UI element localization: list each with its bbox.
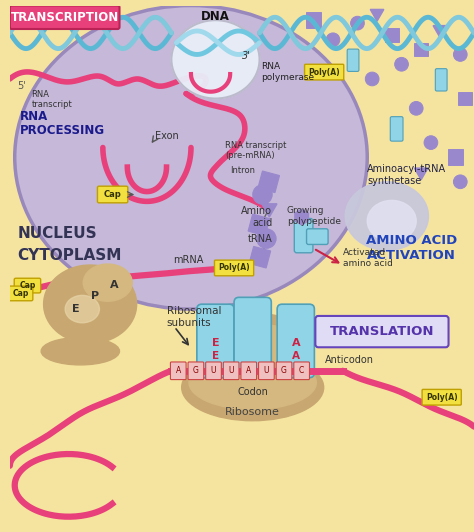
Text: A: A bbox=[292, 351, 300, 361]
Bar bbox=[306, 12, 321, 28]
FancyBboxPatch shape bbox=[307, 229, 328, 245]
Text: E: E bbox=[212, 351, 219, 361]
FancyBboxPatch shape bbox=[171, 362, 186, 380]
FancyBboxPatch shape bbox=[390, 117, 403, 141]
Ellipse shape bbox=[204, 324, 301, 363]
Ellipse shape bbox=[365, 72, 379, 86]
FancyBboxPatch shape bbox=[9, 286, 33, 301]
Ellipse shape bbox=[367, 201, 416, 242]
FancyBboxPatch shape bbox=[223, 362, 239, 380]
Text: Anticodon: Anticodon bbox=[325, 355, 374, 365]
Text: A: A bbox=[246, 367, 251, 375]
Text: U: U bbox=[211, 367, 216, 375]
Ellipse shape bbox=[15, 5, 367, 309]
Bar bbox=[458, 92, 472, 105]
Text: RNA transcript
(pre-mRNA): RNA transcript (pre-mRNA) bbox=[225, 141, 287, 160]
FancyBboxPatch shape bbox=[14, 278, 41, 293]
Bar bbox=[414, 43, 428, 56]
Text: Cap: Cap bbox=[19, 281, 36, 290]
FancyBboxPatch shape bbox=[435, 69, 447, 91]
Text: AMINO ACID
ACTIVATION: AMINO ACID ACTIVATION bbox=[366, 235, 457, 262]
Text: Activated
amino acid: Activated amino acid bbox=[343, 248, 392, 268]
Text: E: E bbox=[72, 304, 79, 314]
Text: RNA
transcript: RNA transcript bbox=[31, 90, 72, 109]
Text: Growing
polypeptide: Growing polypeptide bbox=[287, 206, 341, 226]
FancyBboxPatch shape bbox=[258, 362, 274, 380]
Text: CYTOPLASM: CYTOPLASM bbox=[18, 248, 122, 263]
Text: C: C bbox=[299, 367, 304, 375]
FancyBboxPatch shape bbox=[277, 304, 314, 378]
Text: Intron: Intron bbox=[230, 165, 255, 174]
Text: NUCLEUS: NUCLEUS bbox=[18, 226, 97, 241]
Ellipse shape bbox=[351, 16, 365, 30]
Text: Codon: Codon bbox=[237, 387, 268, 397]
Ellipse shape bbox=[83, 264, 132, 301]
FancyBboxPatch shape bbox=[347, 49, 359, 71]
Ellipse shape bbox=[410, 102, 423, 115]
Ellipse shape bbox=[65, 295, 100, 323]
Text: DNA: DNA bbox=[201, 11, 230, 23]
Text: Amino
acid: Amino acid bbox=[241, 206, 272, 228]
Ellipse shape bbox=[253, 185, 272, 204]
FancyBboxPatch shape bbox=[234, 297, 271, 371]
Text: TRANSCRIPTION: TRANSCRIPTION bbox=[10, 11, 119, 24]
Text: 3': 3' bbox=[242, 52, 251, 61]
Bar bbox=[385, 28, 399, 41]
Text: RNA
PROCESSING: RNA PROCESSING bbox=[19, 110, 105, 137]
Ellipse shape bbox=[199, 313, 307, 364]
Ellipse shape bbox=[172, 20, 260, 98]
FancyBboxPatch shape bbox=[294, 362, 310, 380]
Ellipse shape bbox=[454, 48, 467, 61]
Text: P: P bbox=[91, 292, 99, 301]
Text: 5': 5' bbox=[18, 81, 27, 91]
Ellipse shape bbox=[326, 33, 340, 47]
FancyBboxPatch shape bbox=[206, 362, 221, 380]
Bar bbox=[447, 149, 463, 165]
Bar bbox=[248, 214, 270, 236]
Bar bbox=[249, 246, 271, 268]
Ellipse shape bbox=[189, 355, 316, 410]
Ellipse shape bbox=[424, 136, 438, 149]
Text: E: E bbox=[212, 338, 219, 348]
Text: Exon: Exon bbox=[155, 131, 179, 141]
Text: A: A bbox=[292, 338, 300, 348]
Text: U: U bbox=[264, 367, 269, 375]
Text: Cap: Cap bbox=[12, 289, 29, 298]
Text: G: G bbox=[281, 367, 287, 375]
FancyBboxPatch shape bbox=[422, 389, 461, 405]
FancyBboxPatch shape bbox=[276, 362, 292, 380]
Ellipse shape bbox=[41, 337, 119, 365]
Text: tRNA: tRNA bbox=[247, 234, 272, 244]
FancyBboxPatch shape bbox=[241, 362, 256, 380]
Text: Ribosome: Ribosome bbox=[225, 407, 280, 417]
Text: A: A bbox=[110, 280, 119, 289]
Ellipse shape bbox=[454, 175, 467, 189]
Text: G: G bbox=[193, 367, 199, 375]
Text: U: U bbox=[228, 367, 234, 375]
Text: Poly(A): Poly(A) bbox=[218, 263, 250, 272]
FancyBboxPatch shape bbox=[215, 260, 254, 276]
Text: mRNA: mRNA bbox=[173, 255, 204, 265]
Bar bbox=[258, 171, 280, 193]
FancyBboxPatch shape bbox=[305, 64, 344, 80]
FancyBboxPatch shape bbox=[98, 186, 128, 203]
Text: Ribosomal
subunits: Ribosomal subunits bbox=[166, 306, 221, 328]
Text: Poly(A): Poly(A) bbox=[426, 393, 457, 402]
FancyBboxPatch shape bbox=[188, 362, 204, 380]
FancyBboxPatch shape bbox=[10, 5, 119, 29]
Text: RNA
polymerase: RNA polymerase bbox=[262, 62, 315, 82]
Ellipse shape bbox=[345, 182, 428, 251]
Ellipse shape bbox=[44, 265, 137, 343]
Ellipse shape bbox=[395, 57, 409, 71]
Text: A: A bbox=[176, 367, 181, 375]
Ellipse shape bbox=[257, 229, 276, 248]
Text: Cap: Cap bbox=[104, 190, 121, 199]
Text: Poly(A): Poly(A) bbox=[309, 68, 340, 77]
FancyBboxPatch shape bbox=[197, 304, 234, 378]
Text: Aminoacyl-tRNA
synthetase: Aminoacyl-tRNA synthetase bbox=[367, 164, 447, 186]
FancyBboxPatch shape bbox=[315, 316, 448, 347]
Text: TRANSLATION: TRANSLATION bbox=[330, 325, 434, 338]
Ellipse shape bbox=[182, 354, 324, 421]
FancyBboxPatch shape bbox=[294, 219, 313, 253]
